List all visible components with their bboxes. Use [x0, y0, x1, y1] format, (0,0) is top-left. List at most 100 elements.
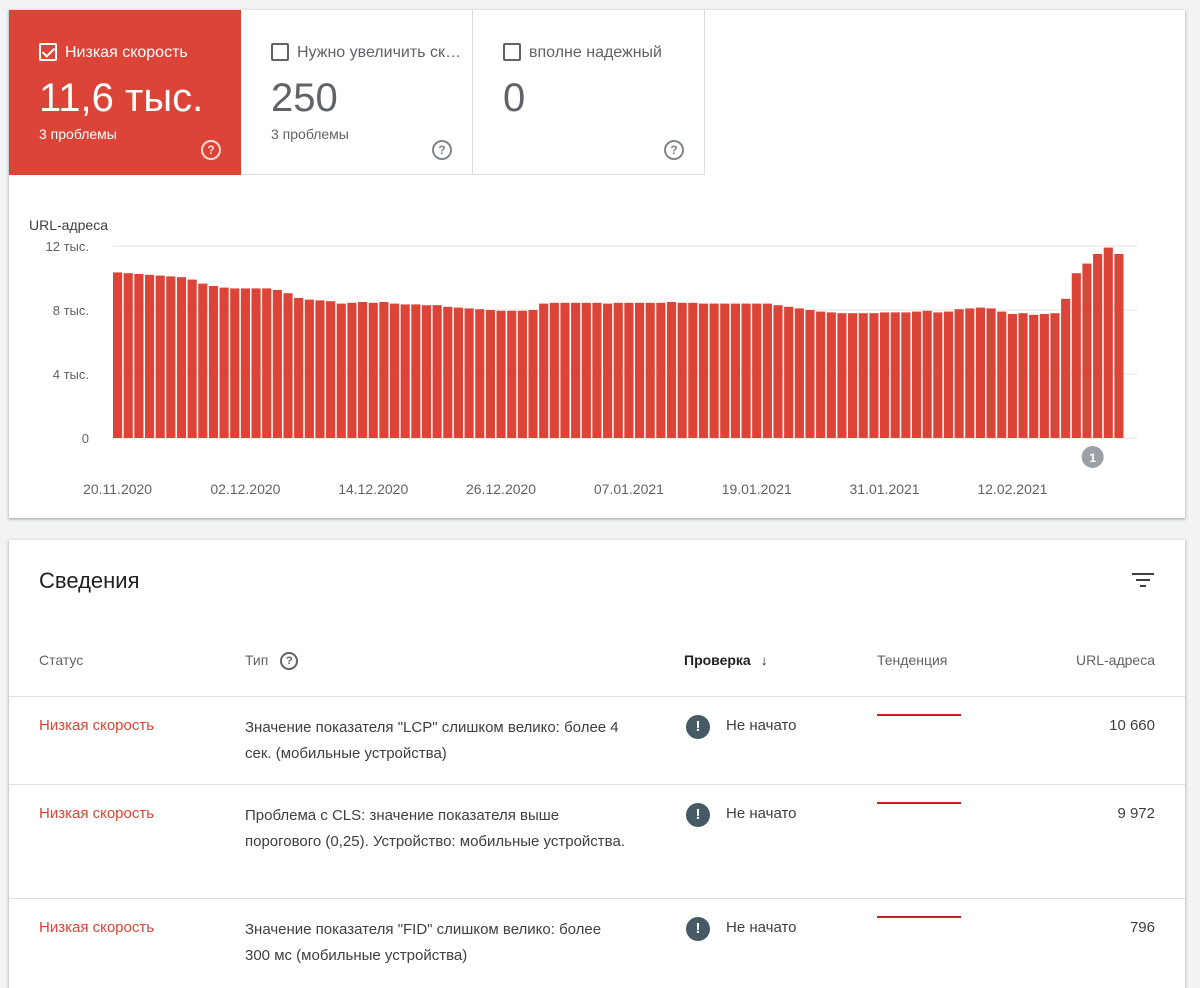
tile-sub: 3 проблемы [39, 126, 117, 142]
bar [358, 302, 368, 438]
header-status[interactable]: Статус [39, 652, 84, 668]
bar [858, 313, 868, 438]
filter-icon[interactable] [1131, 570, 1155, 590]
bar [421, 305, 432, 438]
bar [656, 302, 666, 438]
x-tick-label: 14.12.2020 [338, 481, 408, 497]
tile-needs-improvement[interactable]: Нужно увеличить скорость 250 3 проблемы … [241, 10, 473, 175]
header-check-wrap: Проверка ↓ [684, 652, 768, 668]
bar [560, 302, 570, 438]
bar [762, 303, 772, 438]
bar [283, 293, 293, 438]
details-card: Сведения Статус Тип? Проверка ↓ Тенденция… [9, 540, 1185, 988]
header-type[interactable]: Тип [245, 652, 269, 668]
row-urls: 10 660 [1109, 717, 1155, 734]
x-tick-label: 26.12.2020 [466, 481, 536, 497]
bar [720, 303, 730, 438]
exclamation-icon: ! [686, 803, 710, 827]
table-row[interactable]: Низкая скорость Значение показателя "LCP… [9, 696, 1185, 784]
tile-low-speed[interactable]: Низкая скорость 11,6 тыс. 3 проблемы ? [9, 10, 241, 175]
annotation-marker [1081, 446, 1104, 468]
bar [134, 274, 144, 438]
header-urls[interactable]: URL-адреса [1076, 652, 1155, 668]
bar [890, 312, 900, 438]
x-tick-label: 31.01.2021 [850, 481, 920, 497]
header-check[interactable]: Проверка [684, 652, 751, 668]
help-icon[interactable]: ? [201, 140, 221, 160]
bar [805, 310, 815, 438]
exclamation-icon: ! [686, 715, 710, 739]
bar [389, 303, 400, 438]
row-type: Проблема с CLS: значение показателя выше… [245, 807, 625, 850]
bar [634, 302, 645, 438]
help-icon[interactable]: ? [432, 140, 452, 160]
bar [1029, 314, 1039, 438]
bar [411, 304, 421, 438]
sort-arrow-down-icon[interactable]: ↓ [760, 652, 768, 668]
bar [294, 298, 304, 438]
x-tick-label: 19.01.2021 [722, 481, 792, 497]
bar [262, 288, 272, 438]
bar [837, 313, 847, 438]
bar [144, 274, 155, 438]
bar [113, 272, 123, 438]
bar [603, 303, 613, 438]
bar [922, 310, 932, 438]
x-tick-label: 02.12.2020 [210, 481, 280, 497]
x-tick-label: 12.02.2021 [977, 481, 1047, 497]
row-type: Значение показателя "LCP" слишком велико… [245, 719, 619, 762]
checkbox-checked-icon[interactable] [39, 43, 57, 61]
bar [517, 310, 527, 438]
bar [1103, 247, 1113, 438]
bar [453, 307, 464, 438]
header-trend[interactable]: Тенденция [877, 652, 948, 668]
y-tick-label: 12 тыс. [46, 239, 89, 254]
bar [432, 305, 442, 438]
bar [730, 303, 740, 438]
table-row[interactable]: Низкая скорость Проблема с CLS: значение… [9, 784, 1185, 898]
bar [1007, 314, 1017, 438]
bar [315, 300, 325, 438]
bar [986, 308, 996, 438]
bar [219, 287, 229, 438]
row-urls: 796 [1129, 919, 1155, 936]
bar [624, 302, 634, 438]
row-check-text: Не начато [726, 919, 797, 936]
bar [464, 308, 474, 438]
bar [794, 308, 804, 438]
help-icon[interactable]: ? [280, 652, 299, 671]
bar [1018, 313, 1028, 438]
bar [1039, 314, 1049, 438]
bar [901, 312, 911, 438]
bar [581, 302, 591, 438]
bar [539, 303, 549, 438]
bar [475, 309, 485, 438]
checkbox-icon[interactable] [271, 43, 289, 61]
y-axis-title: URL-адреса [29, 217, 108, 233]
bar [326, 301, 336, 438]
tile-good[interactable]: вполне надежный 0 ? [473, 10, 705, 175]
bar [496, 310, 506, 438]
bar [1114, 254, 1124, 438]
row-check-text: Не начато [726, 717, 797, 734]
trend-line [877, 714, 961, 716]
y-tick-label: 8 тыс. [53, 303, 89, 318]
trend-line [877, 916, 961, 918]
bar [709, 303, 719, 438]
tile-value: 0 [503, 76, 526, 120]
x-tick-label: 20.11.2020 [83, 481, 152, 497]
x-tick-label: 07.01.2021 [594, 481, 664, 497]
bar [975, 307, 986, 438]
bar [784, 306, 794, 438]
row-status: Низкая скорость [39, 805, 155, 822]
bar [645, 302, 655, 438]
row-type: Значение показателя "FID" слишком велико… [245, 921, 602, 964]
bar [816, 311, 826, 438]
bar [911, 311, 922, 438]
chart-card: Низкая скорость 11,6 тыс. 3 проблемы ? Н… [9, 10, 1185, 518]
bar [166, 276, 176, 438]
help-icon[interactable]: ? [664, 140, 684, 160]
bar-chart: URL-адреса 12 тыс. 8 тыс. 4 тыс. 0 20.11.2020… [29, 217, 1137, 497]
table-row[interactable]: Низкая скорость Значение показателя "FID… [9, 898, 1185, 988]
checkbox-icon[interactable] [503, 43, 521, 61]
